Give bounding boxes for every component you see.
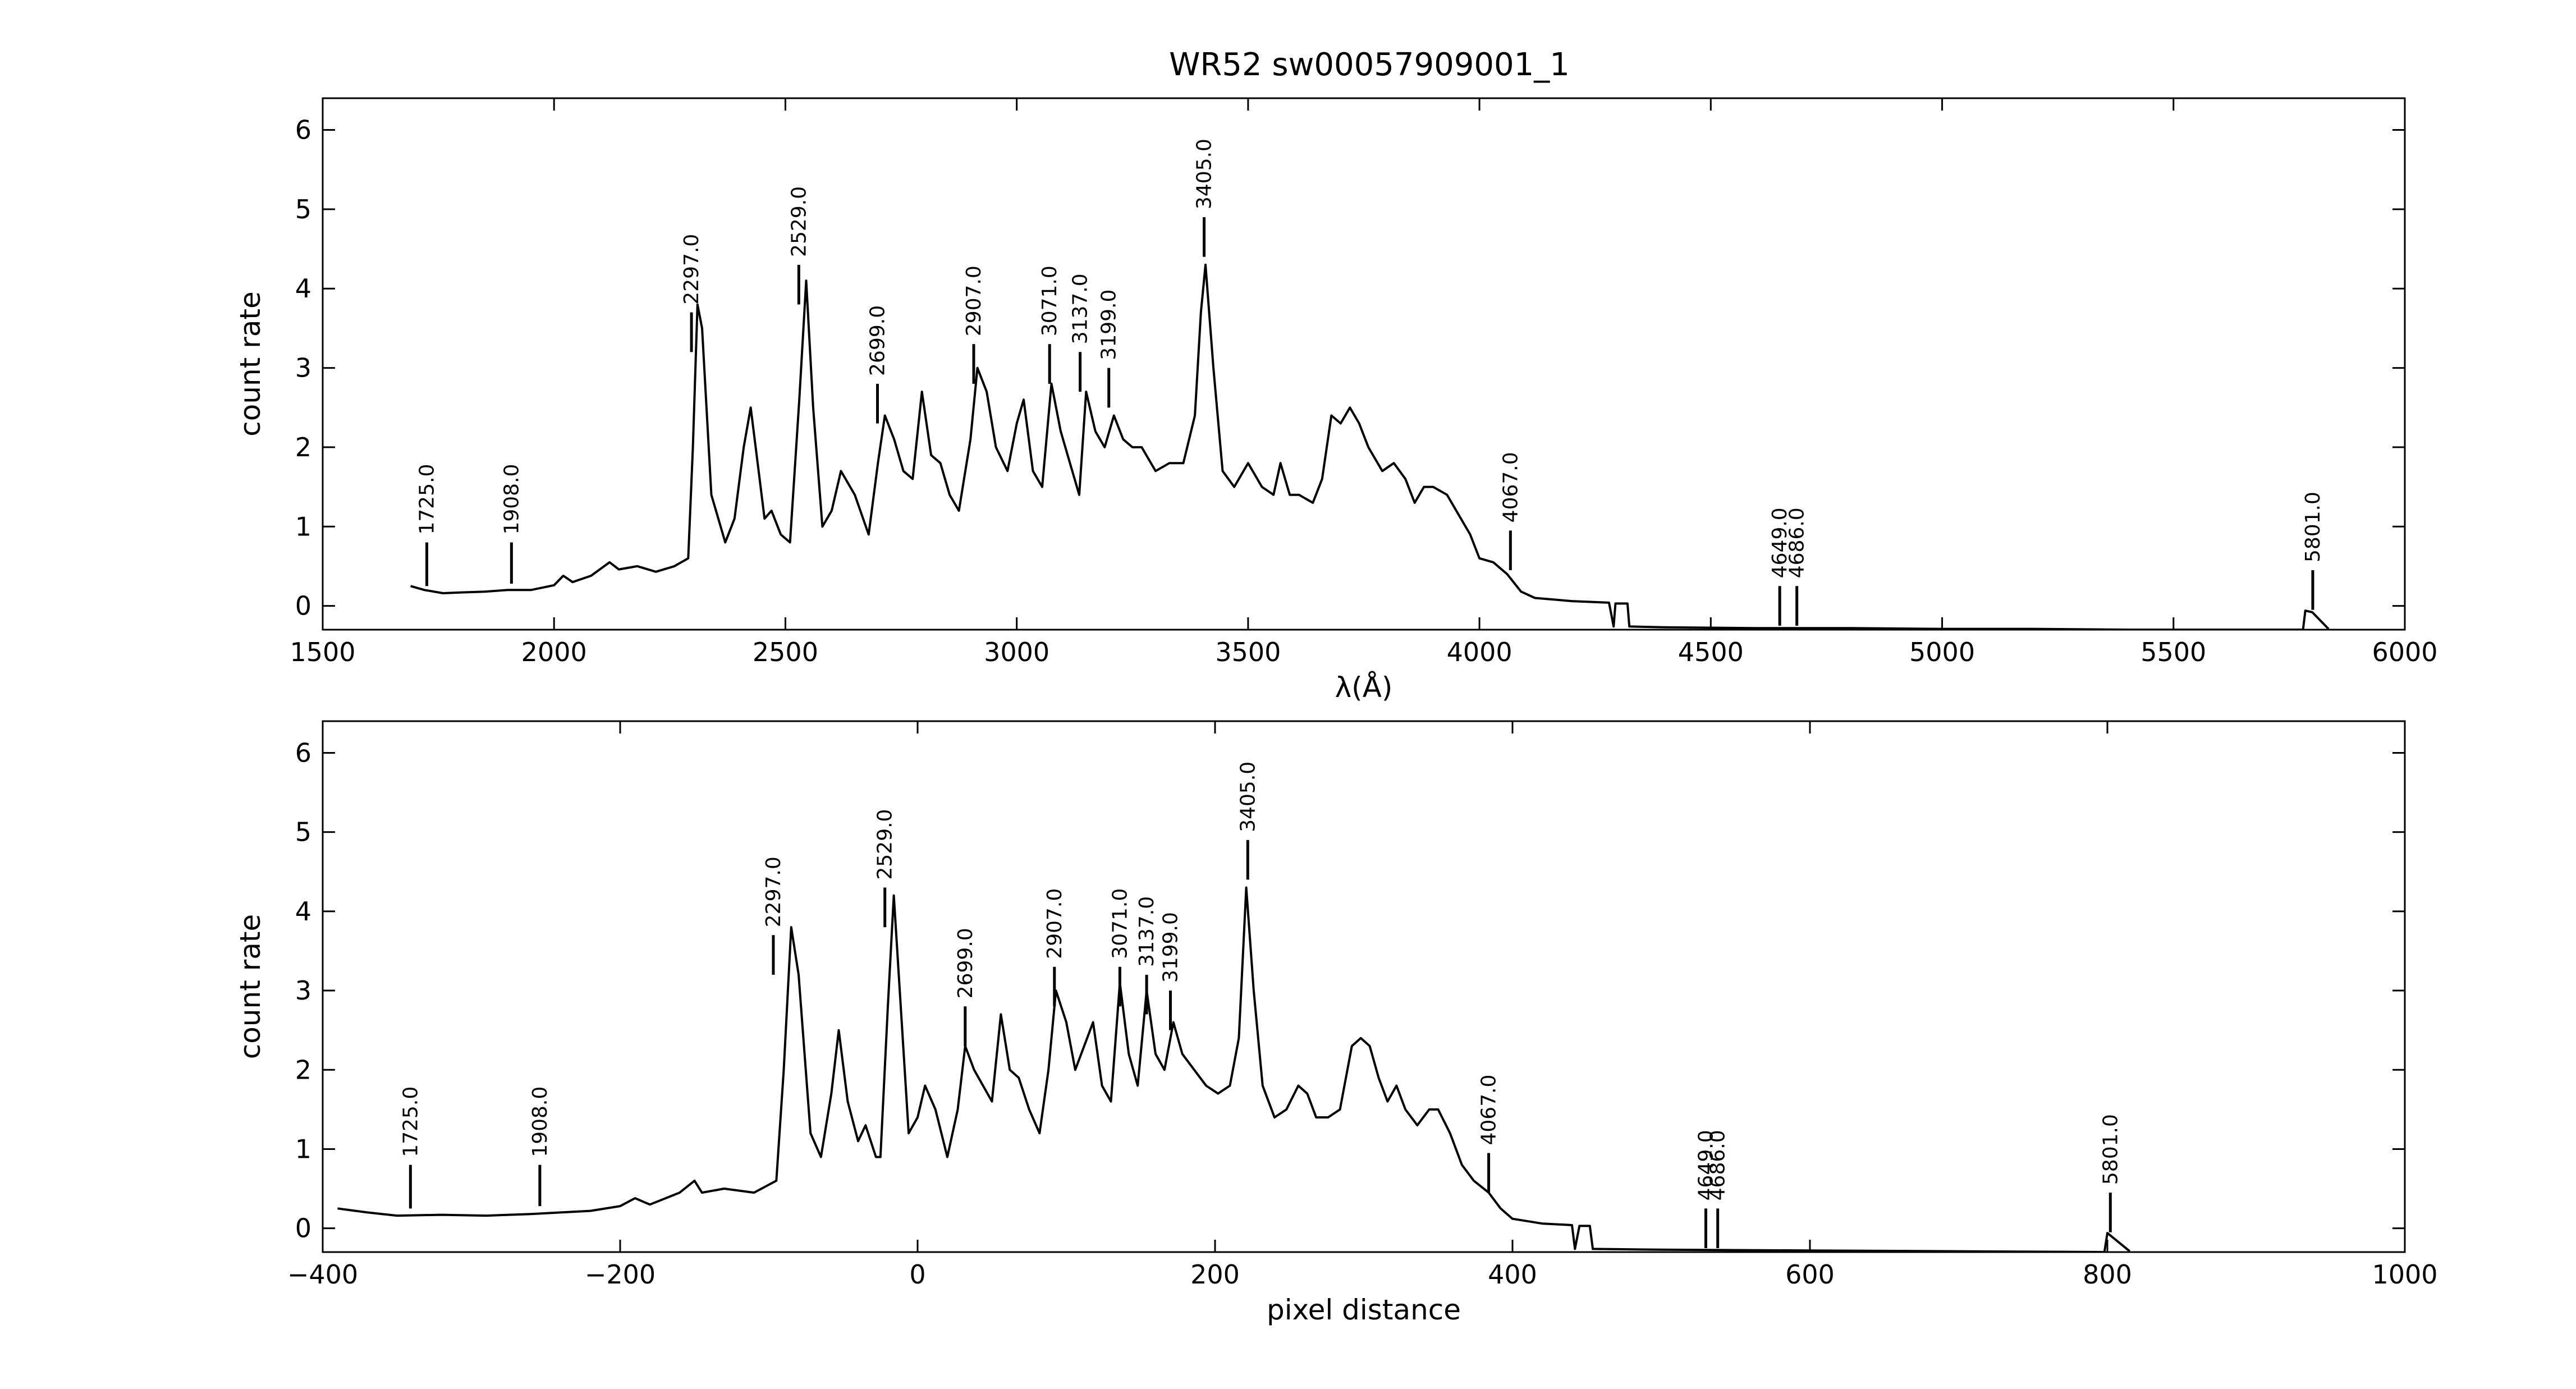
axes-frame: [322, 720, 2406, 1253]
line-label: 3405.0: [1193, 139, 1216, 209]
x-tick-label: 3000: [984, 637, 1049, 667]
y-axis-label: count rate: [234, 914, 267, 1060]
x-tick-label: 5500: [2140, 637, 2206, 667]
x-axis-label: pixel distance: [1267, 1294, 1461, 1326]
y-tick-label: 1: [295, 1134, 311, 1164]
x-tick-label: 800: [2083, 1259, 2132, 1290]
y-tick-label: 6: [295, 115, 311, 145]
x-tick-label: 4000: [1447, 637, 1512, 667]
x-tick-label: −400: [287, 1259, 358, 1290]
line-label: 4649.0: [1695, 1130, 1718, 1200]
x-tick-label: 200: [1190, 1259, 1240, 1290]
x-tick-label: 1000: [2372, 1259, 2437, 1290]
x-tick-label: 3500: [1215, 637, 1281, 667]
line-label: 2907.0: [962, 265, 986, 336]
y-tick-label: 5: [295, 817, 311, 847]
y-tick-label: 2: [295, 432, 311, 462]
axes-frame: [322, 97, 2406, 631]
line-label: 4067.0: [1478, 1075, 1501, 1145]
line-label: 2529.0: [874, 809, 897, 880]
line-label: 5801.0: [2302, 492, 2325, 562]
y-tick-label: 1: [295, 511, 311, 542]
line-label: 1725.0: [399, 1087, 422, 1157]
line-label: 2297.0: [762, 856, 785, 927]
y-tick-label: 4: [295, 273, 311, 304]
y-tick-label: 2: [295, 1055, 311, 1085]
line-label: 1908.0: [529, 1087, 552, 1157]
y-tick-label: 5: [295, 194, 311, 224]
line-label: 2297.0: [680, 234, 703, 305]
line-label: 4067.0: [1499, 452, 1522, 522]
line-label: 1908.0: [500, 464, 523, 535]
y-tick-label: 4: [295, 896, 311, 927]
line-label: 4686.0: [1786, 507, 1809, 578]
line-label: 3071.0: [1038, 265, 1061, 336]
x-tick-label: 1500: [290, 637, 355, 667]
line-label: 2907.0: [1043, 888, 1066, 959]
line-label: 2699.0: [954, 928, 977, 998]
x-tick-label: −200: [585, 1259, 656, 1290]
y-axis-label: count rate: [234, 291, 267, 437]
y-tick-label: 3: [295, 353, 311, 383]
line-label: 4686.0: [1707, 1130, 1730, 1200]
line-label: 3137.0: [1069, 273, 1092, 344]
x-tick-label: 5000: [1909, 637, 1975, 667]
line-label: 1725.0: [416, 464, 439, 535]
spectrum-line: [410, 263, 2330, 630]
spectrum-line: [337, 886, 2131, 1252]
y-tick-label: 6: [295, 737, 311, 768]
pixel-panel: 1725.0 1908.0 2297.0 2529.0 2699.0 2907.0 3071…: [234, 720, 2438, 1326]
line-label: 3071.0: [1108, 888, 1131, 959]
wavelength-panel: 1725.0 1908.0 2297.0 2529.0 2699.0 2907.0 3071…: [234, 97, 2438, 704]
line-label: 5801.0: [2099, 1114, 2122, 1185]
line-label: 3405.0: [1236, 762, 1259, 832]
x-tick-label: 0: [909, 1259, 925, 1290]
figure-title: WR52 sw00057909001_1: [1169, 47, 1570, 83]
x-tick-label: 2500: [753, 637, 818, 667]
x-tick-label: 4500: [1678, 637, 1744, 667]
x-tick-label: 2000: [521, 637, 587, 667]
line-label: 2529.0: [787, 186, 810, 257]
line-label: 3199.0: [1159, 912, 1182, 983]
y-tick-label: 0: [295, 591, 311, 621]
x-axis-label: λ(Å): [1335, 671, 1393, 704]
y-tick-label: 0: [295, 1213, 311, 1244]
line-label: 2699.0: [867, 305, 890, 376]
x-tick-label: 6000: [2372, 637, 2437, 667]
line-label: 3199.0: [1098, 290, 1121, 360]
y-tick-label: 3: [295, 975, 311, 1006]
x-tick-label: 600: [1785, 1259, 1835, 1290]
line-label: 4649.0: [1768, 507, 1791, 578]
line-label: 3137.0: [1135, 896, 1158, 967]
x-tick-label: 400: [1488, 1259, 1537, 1290]
